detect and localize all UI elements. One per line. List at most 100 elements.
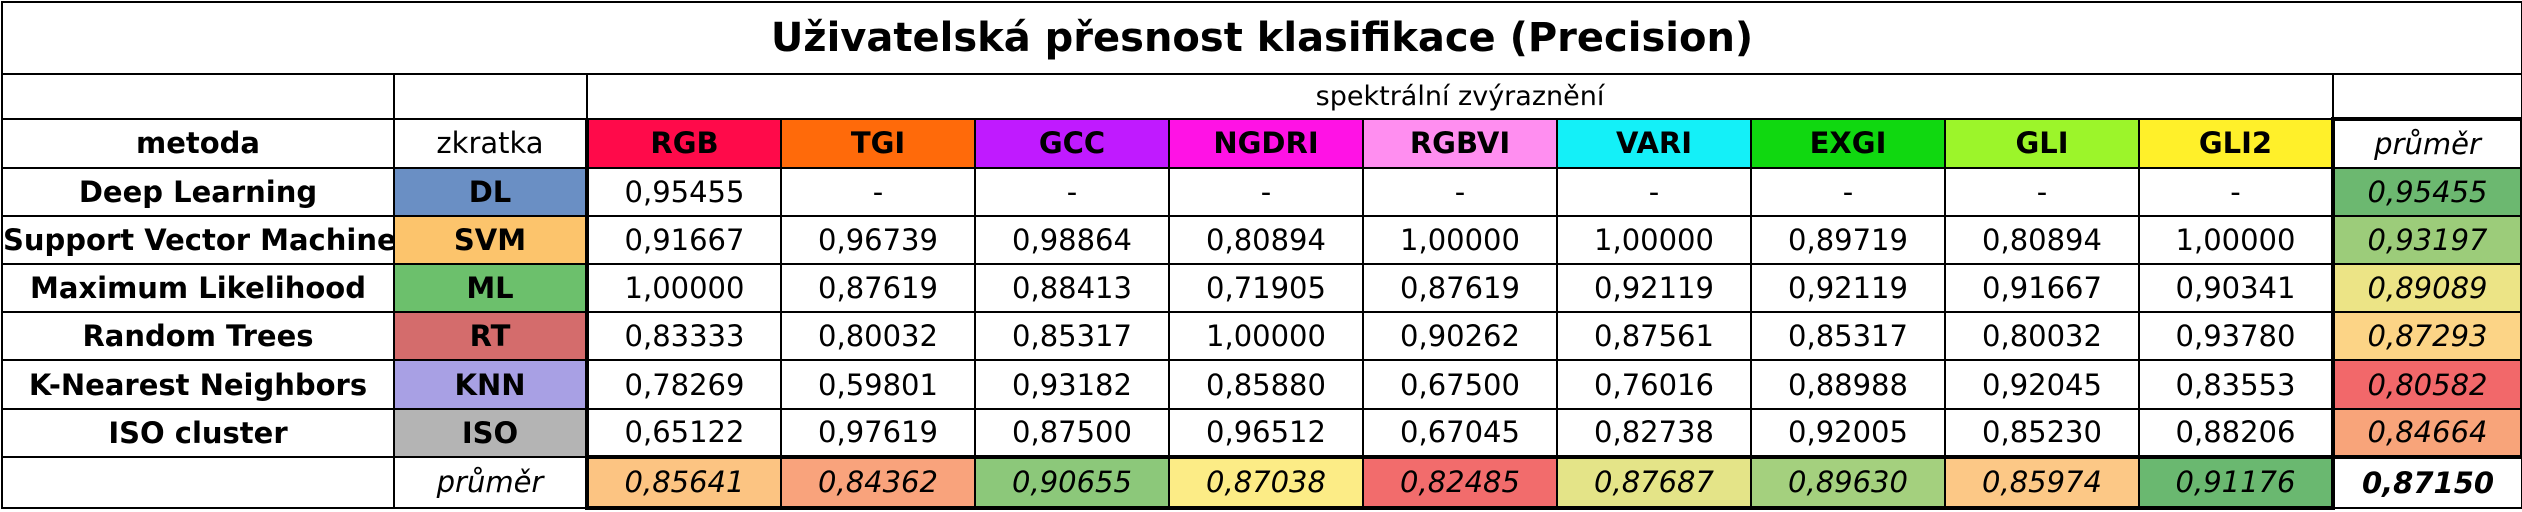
value-cell: 0,90262 xyxy=(1362,311,1558,362)
col-avg-cell: 0,87687 xyxy=(1556,454,1752,511)
col-avg-cell: 0,89630 xyxy=(1750,454,1946,511)
spectral-header: spektrální zvýraznění xyxy=(586,72,2334,120)
value-cell: 1,00000 xyxy=(585,263,782,314)
empty-cell xyxy=(1,72,395,120)
value-cell: - xyxy=(974,166,1170,218)
value-cell: 0,67500 xyxy=(1362,359,1558,410)
enhancement-header-vari: VARI xyxy=(1556,117,1752,169)
value-cell: 0,59801 xyxy=(780,359,976,410)
value-cell: 0,90341 xyxy=(2138,263,2335,314)
method-header: metoda xyxy=(1,117,395,169)
row-avg-cell: 0,84664 xyxy=(2330,407,2522,459)
value-cell: 0,83553 xyxy=(2138,359,2335,410)
abbr-header: zkratka xyxy=(393,117,588,169)
method-abbr: KNN xyxy=(393,359,588,410)
enhancement-header-gcc: GCC xyxy=(974,117,1170,169)
method-name: Random Trees xyxy=(1,311,395,362)
table-row: Deep Learning DL 0,95455- - - - - - - -0,95455 xyxy=(1,166,2522,218)
table-row: K-Nearest Neighbors KNN 0,78269 0,59801 0,93… xyxy=(1,359,2522,410)
enhancement-header-gli: GLI xyxy=(1944,117,2140,169)
value-cell: 0,93780 xyxy=(2138,311,2335,362)
value-cell: 1,00000 xyxy=(2138,215,2335,266)
empty-cell xyxy=(1,455,395,510)
col-avg-cell: 0,85974 xyxy=(1944,454,2140,511)
value-cell: 0,85317 xyxy=(974,311,1170,362)
value-cell: 0,85317 xyxy=(1750,311,1946,362)
value-cell: - xyxy=(1556,166,1752,218)
value-cell: 0,85880 xyxy=(1168,359,1364,410)
value-cell: - xyxy=(1750,166,1946,218)
value-cell: 0,93182 xyxy=(974,359,1170,410)
table-row: Support Vector Machine SVM 0,91667 0,96739 0… xyxy=(1,215,2522,266)
averages-row: průměr 0,85641 0,84362 0,90655 0,87038 0,8248… xyxy=(1,454,2522,511)
value-cell: 0,76016 xyxy=(1556,359,1752,410)
value-cell: 0,87500 xyxy=(974,407,1170,458)
value-cell: 1,00000 xyxy=(1168,311,1364,362)
table-row: Maximum Likelihood ML 1,00000 0,87619 0,8841… xyxy=(1,263,2522,314)
value-cell: 0,92119 xyxy=(1750,263,1946,314)
col-avg-label: průměr xyxy=(393,455,588,510)
value-cell: 0,80032 xyxy=(1944,311,2140,362)
value-cell: 0,82738 xyxy=(1556,407,1752,458)
value-cell: 0,80894 xyxy=(1168,215,1364,266)
value-cell: - xyxy=(1168,166,1364,218)
avg-header: průměr xyxy=(2330,116,2522,169)
value-cell: 0,92119 xyxy=(1556,263,1752,314)
value-cell: 0,96739 xyxy=(780,215,976,266)
value-cell: 0,98864 xyxy=(974,215,1170,266)
enhancement-header-gli2: GLI2 xyxy=(2138,117,2335,169)
empty-cell xyxy=(393,72,588,120)
row-avg-cell: 0,93197 xyxy=(2330,215,2522,266)
value-cell: 0,80032 xyxy=(780,311,976,362)
value-cell: - xyxy=(2138,166,2335,218)
table-row: ISO cluster ISO 0,65122 0,97619 0,87500 0,965… xyxy=(1,407,2522,459)
value-cell: 0,97619 xyxy=(780,407,976,458)
value-cell: 0,78269 xyxy=(585,359,782,410)
method-name: K-Nearest Neighbors xyxy=(1,359,395,410)
col-avg-cell: 0,84362 xyxy=(780,454,976,511)
value-cell: - xyxy=(1944,166,2140,218)
value-cell: 0,67045 xyxy=(1362,407,1558,458)
col-avg-cell: 0,85641 xyxy=(585,454,782,511)
row-avg-cell: 0,87293 xyxy=(2330,311,2522,362)
value-cell: 0,85230 xyxy=(1944,407,2140,458)
method-name: Support Vector Machine xyxy=(1,215,395,266)
method-abbr: ML xyxy=(393,263,588,314)
value-cell: 0,92045 xyxy=(1944,359,2140,410)
value-cell: 1,00000 xyxy=(1362,215,1558,266)
empty-cell xyxy=(2331,72,2522,120)
value-cell: 0,87619 xyxy=(1362,263,1558,314)
col-avg-cell: 0,87038 xyxy=(1168,454,1364,511)
value-cell: - xyxy=(1362,166,1558,218)
value-cell: 0,80894 xyxy=(1944,215,2140,266)
value-cell: 0,88413 xyxy=(974,263,1170,314)
method-name: Maximum Likelihood xyxy=(1,263,395,314)
method-name: Deep Learning xyxy=(1,166,395,218)
value-cell: 0,89719 xyxy=(1750,215,1946,266)
row-avg-cell: 0,95455 xyxy=(2330,166,2522,218)
col-avg-cell: 0,91176 xyxy=(2138,454,2335,511)
col-avg-cell: 0,90655 xyxy=(974,454,1170,511)
value-cell: 0,65122 xyxy=(585,407,782,458)
method-name: ISO cluster xyxy=(1,407,395,458)
value-cell: 0,83333 xyxy=(585,311,782,362)
value-cell: 0,91667 xyxy=(585,215,782,266)
method-abbr: DL xyxy=(393,166,588,218)
method-abbr: ISO xyxy=(393,407,588,458)
overall-avg-cell: 0,87150 xyxy=(2331,455,2522,510)
enhancement-header-tgi: TGI xyxy=(780,117,976,169)
col-avg-cell: 0,82485 xyxy=(1362,454,1558,511)
method-abbr: SVM xyxy=(393,215,588,266)
row-avg-cell: 0,89089 xyxy=(2330,263,2522,314)
value-cell: 0,95455 xyxy=(585,166,782,218)
enhancement-header-ngdri: NGDRI xyxy=(1168,117,1364,169)
row-avg-cell: 0,80582 xyxy=(2330,359,2522,410)
table-title: Uživatelská přesnost klasifikace (Precis… xyxy=(0,1,2522,75)
table-row: Random Trees RT 0,83333 0,80032 0,85317 1,000… xyxy=(1,311,2522,362)
value-cell: 0,88988 xyxy=(1750,359,1946,410)
value-cell: 0,88206 xyxy=(2138,407,2335,458)
value-cell: - xyxy=(780,166,976,218)
value-cell: 0,71905 xyxy=(1168,263,1364,314)
value-cell: 0,96512 xyxy=(1168,407,1364,458)
